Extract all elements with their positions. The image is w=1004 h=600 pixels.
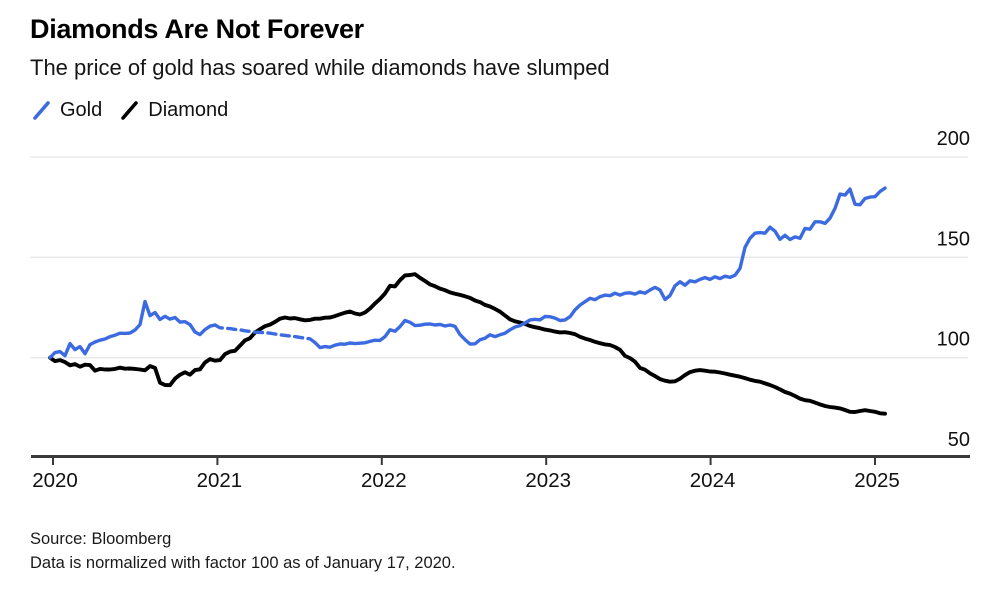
- x-tick-label-2025: 2025: [854, 469, 900, 492]
- y-tick-label-100: 100: [937, 329, 970, 351]
- x-tick-label-2024: 2024: [690, 469, 736, 492]
- source-line: Source: Bloomberg: [30, 530, 172, 548]
- x-tick-label-2020: 2020: [32, 469, 78, 492]
- legend-label-diamond: Diamond: [148, 99, 229, 121]
- page-title: Diamonds Are Not Forever: [30, 14, 364, 44]
- gold-slash-stroke: [33, 100, 50, 120]
- legend-label-gold: Gold: [60, 99, 103, 121]
- diamond-line: [48, 272, 887, 416]
- x-tick-label-2023: 2023: [525, 469, 571, 492]
- gold-line-dashed: [213, 323, 317, 345]
- legend: Gold Diamond: [30, 99, 228, 122]
- page-subtitle: The price of gold has soared while diamo…: [30, 55, 610, 80]
- diamond-slash-icon: [121, 100, 139, 120]
- y-tick-label-50: 50: [948, 429, 970, 451]
- gold-line: [48, 299, 217, 360]
- legend-item-gold: Gold: [30, 99, 102, 122]
- x-tick-label-2021: 2021: [197, 469, 243, 492]
- y-tick-label-150: 150: [937, 228, 970, 250]
- source-note: Source: Bloomberg Data is normalized wit…: [30, 527, 456, 575]
- x-tick-label-2022: 2022: [361, 469, 407, 492]
- diamond-slash-stroke: [121, 100, 139, 120]
- gold-line: [313, 186, 887, 350]
- normalization-line: Data is normalized with factor 100 as of…: [30, 554, 456, 572]
- gold-slash-icon: [33, 100, 50, 120]
- legend-item-diamond: Diamond: [118, 99, 228, 122]
- y-tick-label-200: 200: [937, 128, 970, 150]
